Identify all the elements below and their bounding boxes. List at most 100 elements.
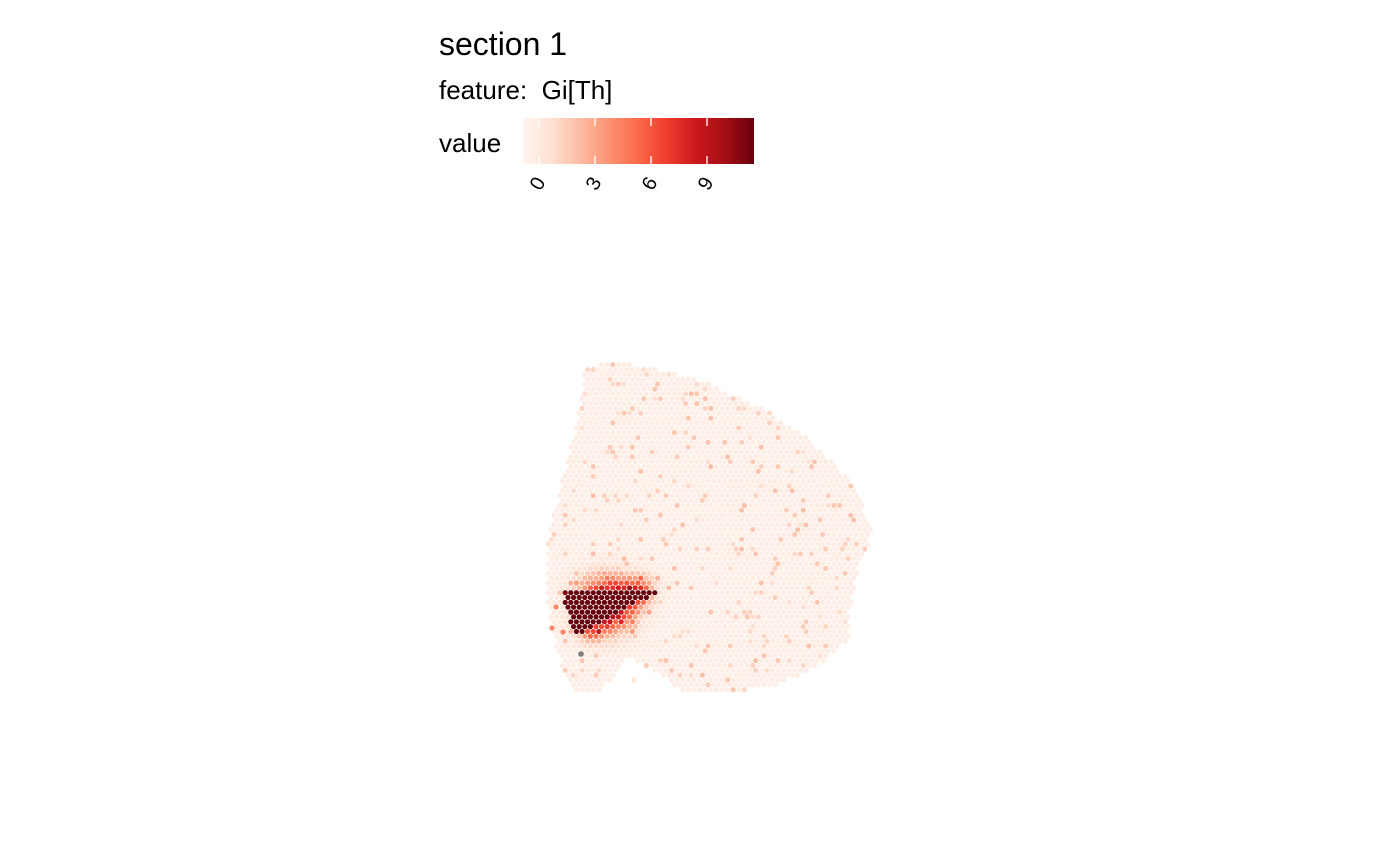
tissue-spot xyxy=(758,512,764,518)
tissue-spot xyxy=(646,522,652,528)
tissue-spot xyxy=(761,682,767,688)
tissue-spot xyxy=(655,517,661,523)
tissue-spot xyxy=(744,410,750,416)
tissue-spot xyxy=(792,541,798,547)
tissue-spot xyxy=(657,502,664,508)
tissue-spot xyxy=(638,497,644,504)
tissue-spot xyxy=(778,546,784,552)
tissue-spot xyxy=(719,570,725,576)
tissue-spot xyxy=(545,599,552,606)
tissue-spot xyxy=(730,522,736,528)
tissue-spot xyxy=(859,531,865,538)
tissue-spot xyxy=(786,473,792,479)
tissue-spot xyxy=(845,585,851,591)
tissue-spot xyxy=(621,546,627,552)
tissue-spot xyxy=(792,454,798,460)
tissue-spot xyxy=(565,672,571,678)
tissue-spot xyxy=(590,473,596,479)
tissue-spot xyxy=(615,497,622,504)
tissue-spot xyxy=(618,434,624,441)
tissue-spot xyxy=(711,643,717,649)
tissue-spot xyxy=(613,376,619,382)
tissue-spot xyxy=(666,527,672,533)
tissue-spot xyxy=(725,638,731,644)
tissue-spot xyxy=(641,454,647,460)
tissue-spot xyxy=(727,478,734,484)
tissue-spot xyxy=(660,439,666,445)
tissue-spot xyxy=(685,493,692,499)
tissue-spot xyxy=(716,614,722,620)
tissue-spot xyxy=(641,415,647,421)
tissue-spot xyxy=(792,599,798,606)
tissue-spot xyxy=(702,405,708,411)
tissue-spot xyxy=(708,677,714,683)
tissue-spot xyxy=(657,561,664,567)
tissue-spot xyxy=(604,556,610,562)
tissue-spot xyxy=(713,502,720,508)
tissue-spot xyxy=(845,565,851,572)
tissue-spot xyxy=(781,628,787,635)
tissue-spot xyxy=(629,396,636,402)
tissue-spot xyxy=(680,570,686,576)
tissue-spot xyxy=(557,638,563,644)
tissue-spot xyxy=(814,658,820,664)
tissue-spot xyxy=(831,531,837,538)
tissue-spot xyxy=(694,536,700,542)
tissue-spot xyxy=(551,619,557,625)
tissue-spot xyxy=(587,420,594,426)
tissue-spot xyxy=(747,580,753,586)
tissue-spot xyxy=(786,551,792,557)
tissue-spot xyxy=(599,488,605,494)
tissue-spot xyxy=(853,493,860,499)
tissue-spot xyxy=(627,594,633,601)
tissue-spot xyxy=(646,531,652,538)
tissue-spot xyxy=(795,459,801,465)
tissue-spot xyxy=(699,400,706,407)
tissue-spot xyxy=(643,478,650,484)
tissue-spot xyxy=(629,502,636,508)
tissue-spot xyxy=(562,590,568,596)
tissue-spot xyxy=(669,667,675,673)
tissue-spot xyxy=(848,531,854,538)
tissue-spot xyxy=(562,638,568,644)
tissue-spot xyxy=(834,546,840,552)
tissue-spot xyxy=(730,609,736,615)
tissue-spot xyxy=(666,497,672,504)
tissue-spot xyxy=(694,391,700,397)
tissue-spot xyxy=(719,677,725,683)
tissue-spot xyxy=(697,609,703,615)
tissue-spot xyxy=(548,565,554,572)
tissue-spot xyxy=(554,614,560,620)
tissue-spot xyxy=(820,522,826,528)
tissue-spot xyxy=(783,488,790,494)
tissue-spot xyxy=(697,512,703,518)
tissue-spot xyxy=(725,415,731,421)
tissue-spot xyxy=(848,483,854,489)
tissue-spot xyxy=(753,522,759,528)
tissue-spot xyxy=(727,410,734,416)
tissue-spot xyxy=(803,531,809,538)
tissue-spot xyxy=(666,430,672,436)
tissue-spot xyxy=(674,580,680,586)
tissue-spot xyxy=(769,483,776,489)
tissue-spot xyxy=(842,551,848,557)
tissue-spot xyxy=(730,493,736,499)
tissue-spot xyxy=(646,609,652,615)
tissue-spot xyxy=(593,575,599,581)
tissue-spot xyxy=(767,614,773,620)
tissue-spot xyxy=(601,667,608,673)
tissue-spot xyxy=(635,502,641,508)
tissue-spot xyxy=(769,541,776,547)
tissue-spot xyxy=(823,585,829,591)
tissue-spot xyxy=(671,614,678,620)
tissue-spot xyxy=(571,594,577,601)
tissue-spot xyxy=(694,420,700,426)
tissue-spot xyxy=(660,633,666,639)
tissue-spot xyxy=(755,488,762,494)
tissue-spot xyxy=(655,575,661,581)
tissue-spot xyxy=(627,468,633,474)
tissue-spot xyxy=(590,444,596,450)
tissue-spot xyxy=(795,565,801,572)
tissue-spot xyxy=(641,551,647,557)
tissue-spot xyxy=(641,522,647,528)
